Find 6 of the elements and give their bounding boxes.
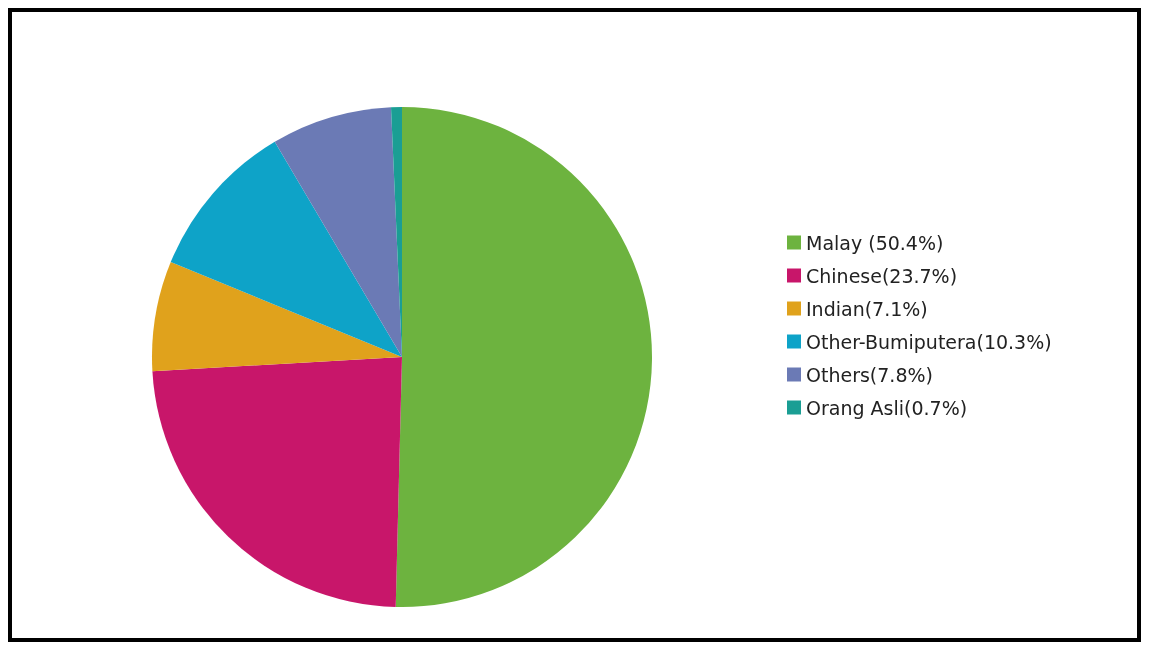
legend-label: Chinese(23.7%) <box>806 264 958 287</box>
legend-label: Malay (50.4%) <box>806 231 944 254</box>
legend-label: Indian(7.1%) <box>806 297 928 320</box>
legend-label: Others(7.8%) <box>806 363 933 386</box>
legend-label: Orang Asli(0.7%) <box>806 396 968 419</box>
legend-label: Other-Bumiputera(10.3%) <box>806 330 1052 353</box>
